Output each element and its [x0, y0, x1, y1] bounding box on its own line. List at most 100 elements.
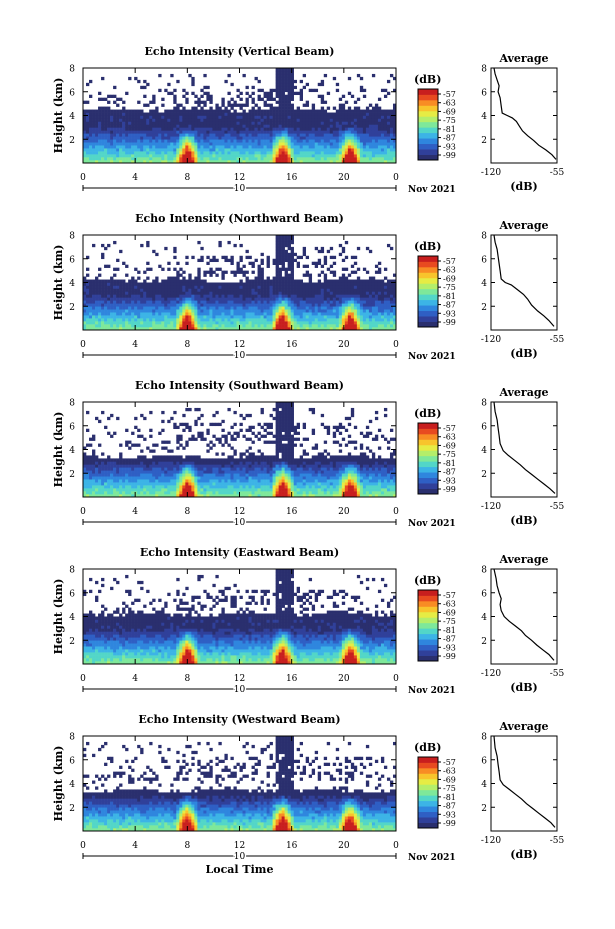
heatmap-cell	[164, 455, 168, 459]
heatmap-cell	[131, 476, 135, 480]
heatmap-cell	[299, 88, 303, 93]
heatmap-cell	[143, 151, 147, 155]
heatmap-cell	[224, 130, 228, 134]
heatmap-cell	[332, 115, 337, 119]
heatmap-cell	[242, 270, 246, 274]
heatmap-cell	[140, 318, 144, 322]
heatmap-cell	[128, 446, 132, 450]
heatmap-cell	[113, 112, 117, 116]
heatmap-cell	[104, 291, 108, 295]
heatmap-cell	[212, 327, 216, 331]
heatmap-cell	[362, 127, 367, 131]
heatmap-cell	[194, 154, 198, 158]
heatmap-cell	[98, 151, 102, 155]
heatmap-cell	[86, 312, 90, 316]
heatmap-cell	[95, 282, 99, 286]
heatmap-cell	[143, 315, 147, 319]
heatmap-cell	[89, 321, 93, 325]
heatmap-cell	[320, 112, 325, 116]
heatmap-cell	[131, 306, 135, 310]
heatmap-cell	[290, 139, 294, 143]
heatmap-cell	[290, 127, 294, 131]
heatmap-cell	[161, 488, 165, 492]
heatmap-cell	[107, 106, 111, 110]
heatmap-cell	[83, 455, 87, 459]
heatmap-cell	[179, 470, 183, 474]
heatmap-cell	[287, 273, 291, 277]
heatmap-cell	[281, 88, 285, 93]
panel-2: Echo Intensity (Northward Beam)2468Heigh…	[52, 212, 565, 363]
heatmap-cell	[185, 303, 189, 307]
heatmap-cell	[374, 118, 379, 122]
heatmap-cell	[221, 124, 225, 128]
heatmap-cell	[287, 109, 291, 113]
heatmap-cell	[173, 312, 177, 316]
heatmap-cell	[266, 255, 270, 260]
heatmap-cell	[371, 315, 376, 319]
heatmap-cell	[197, 118, 201, 122]
heatmap-cell	[164, 479, 168, 483]
heatmap-cell	[194, 112, 198, 116]
heatmap-cell	[101, 157, 105, 161]
heatmap-cell	[116, 494, 120, 498]
heatmap-cell	[134, 154, 138, 158]
heatmap-cell	[185, 279, 189, 283]
heatmap-cell	[215, 312, 219, 316]
heatmap-cell	[293, 160, 297, 164]
heatmap-cell	[296, 133, 300, 137]
heatmap-cell	[149, 494, 153, 498]
heatmap-cell	[203, 291, 207, 295]
heatmap-cell	[86, 428, 90, 432]
heatmap-cell	[284, 148, 288, 152]
heatmap-cell	[179, 309, 183, 313]
heatmap-cell	[140, 321, 144, 325]
heatmap-cell	[155, 148, 159, 152]
heatmap-cell	[212, 121, 216, 125]
heatmap-cell	[98, 294, 102, 298]
heatmap-cell	[230, 154, 234, 158]
heatmap-cell	[371, 279, 376, 283]
heatmap-cell	[143, 321, 147, 325]
heatmap-cell	[122, 467, 126, 471]
heatmap	[83, 235, 397, 331]
heatmap-cell	[119, 318, 123, 322]
heatmap-cell	[278, 73, 282, 78]
heatmap-cell	[383, 324, 388, 328]
heatmap-cell	[119, 315, 123, 319]
heatmap-cell	[128, 124, 132, 128]
heatmap-cell	[110, 291, 114, 295]
heatmap-cell	[155, 309, 159, 313]
heatmap-cell	[158, 124, 162, 128]
heatmap-cell	[272, 258, 276, 263]
heatmap-cell	[248, 312, 252, 316]
heatmap-cell	[221, 288, 225, 292]
heatmap-cell	[380, 127, 385, 131]
heatmap-cell	[338, 160, 343, 164]
heatmap-cell	[170, 485, 174, 489]
heatmap-cell	[275, 240, 279, 245]
heatmap-cell	[287, 324, 291, 328]
heatmap-cell	[263, 321, 267, 325]
heatmap-cell	[263, 127, 267, 131]
y-tick-label: 2	[69, 303, 75, 313]
heatmap-cell	[269, 109, 273, 113]
heatmap-cell	[374, 306, 379, 310]
heatmap-cell	[134, 485, 138, 489]
heatmap-cell	[158, 494, 162, 498]
heatmap-cell	[317, 109, 322, 113]
heatmap-cell	[167, 151, 171, 155]
colorbar-swatch	[418, 121, 438, 128]
heatmap-cell	[173, 482, 177, 486]
heatmap-cell	[128, 476, 132, 480]
heatmap-cell	[86, 118, 90, 122]
heatmap-cell	[365, 309, 370, 313]
heatmap-cell	[116, 285, 120, 289]
heatmap-cell	[161, 285, 165, 289]
heatmap-cell	[263, 109, 267, 113]
heatmap-cell	[209, 136, 213, 140]
heatmap-cell	[362, 300, 367, 304]
heatmap-cell	[158, 431, 162, 435]
heatmap-cell	[197, 130, 201, 134]
heatmap-cell	[215, 267, 219, 271]
heatmap-cell	[248, 124, 252, 128]
